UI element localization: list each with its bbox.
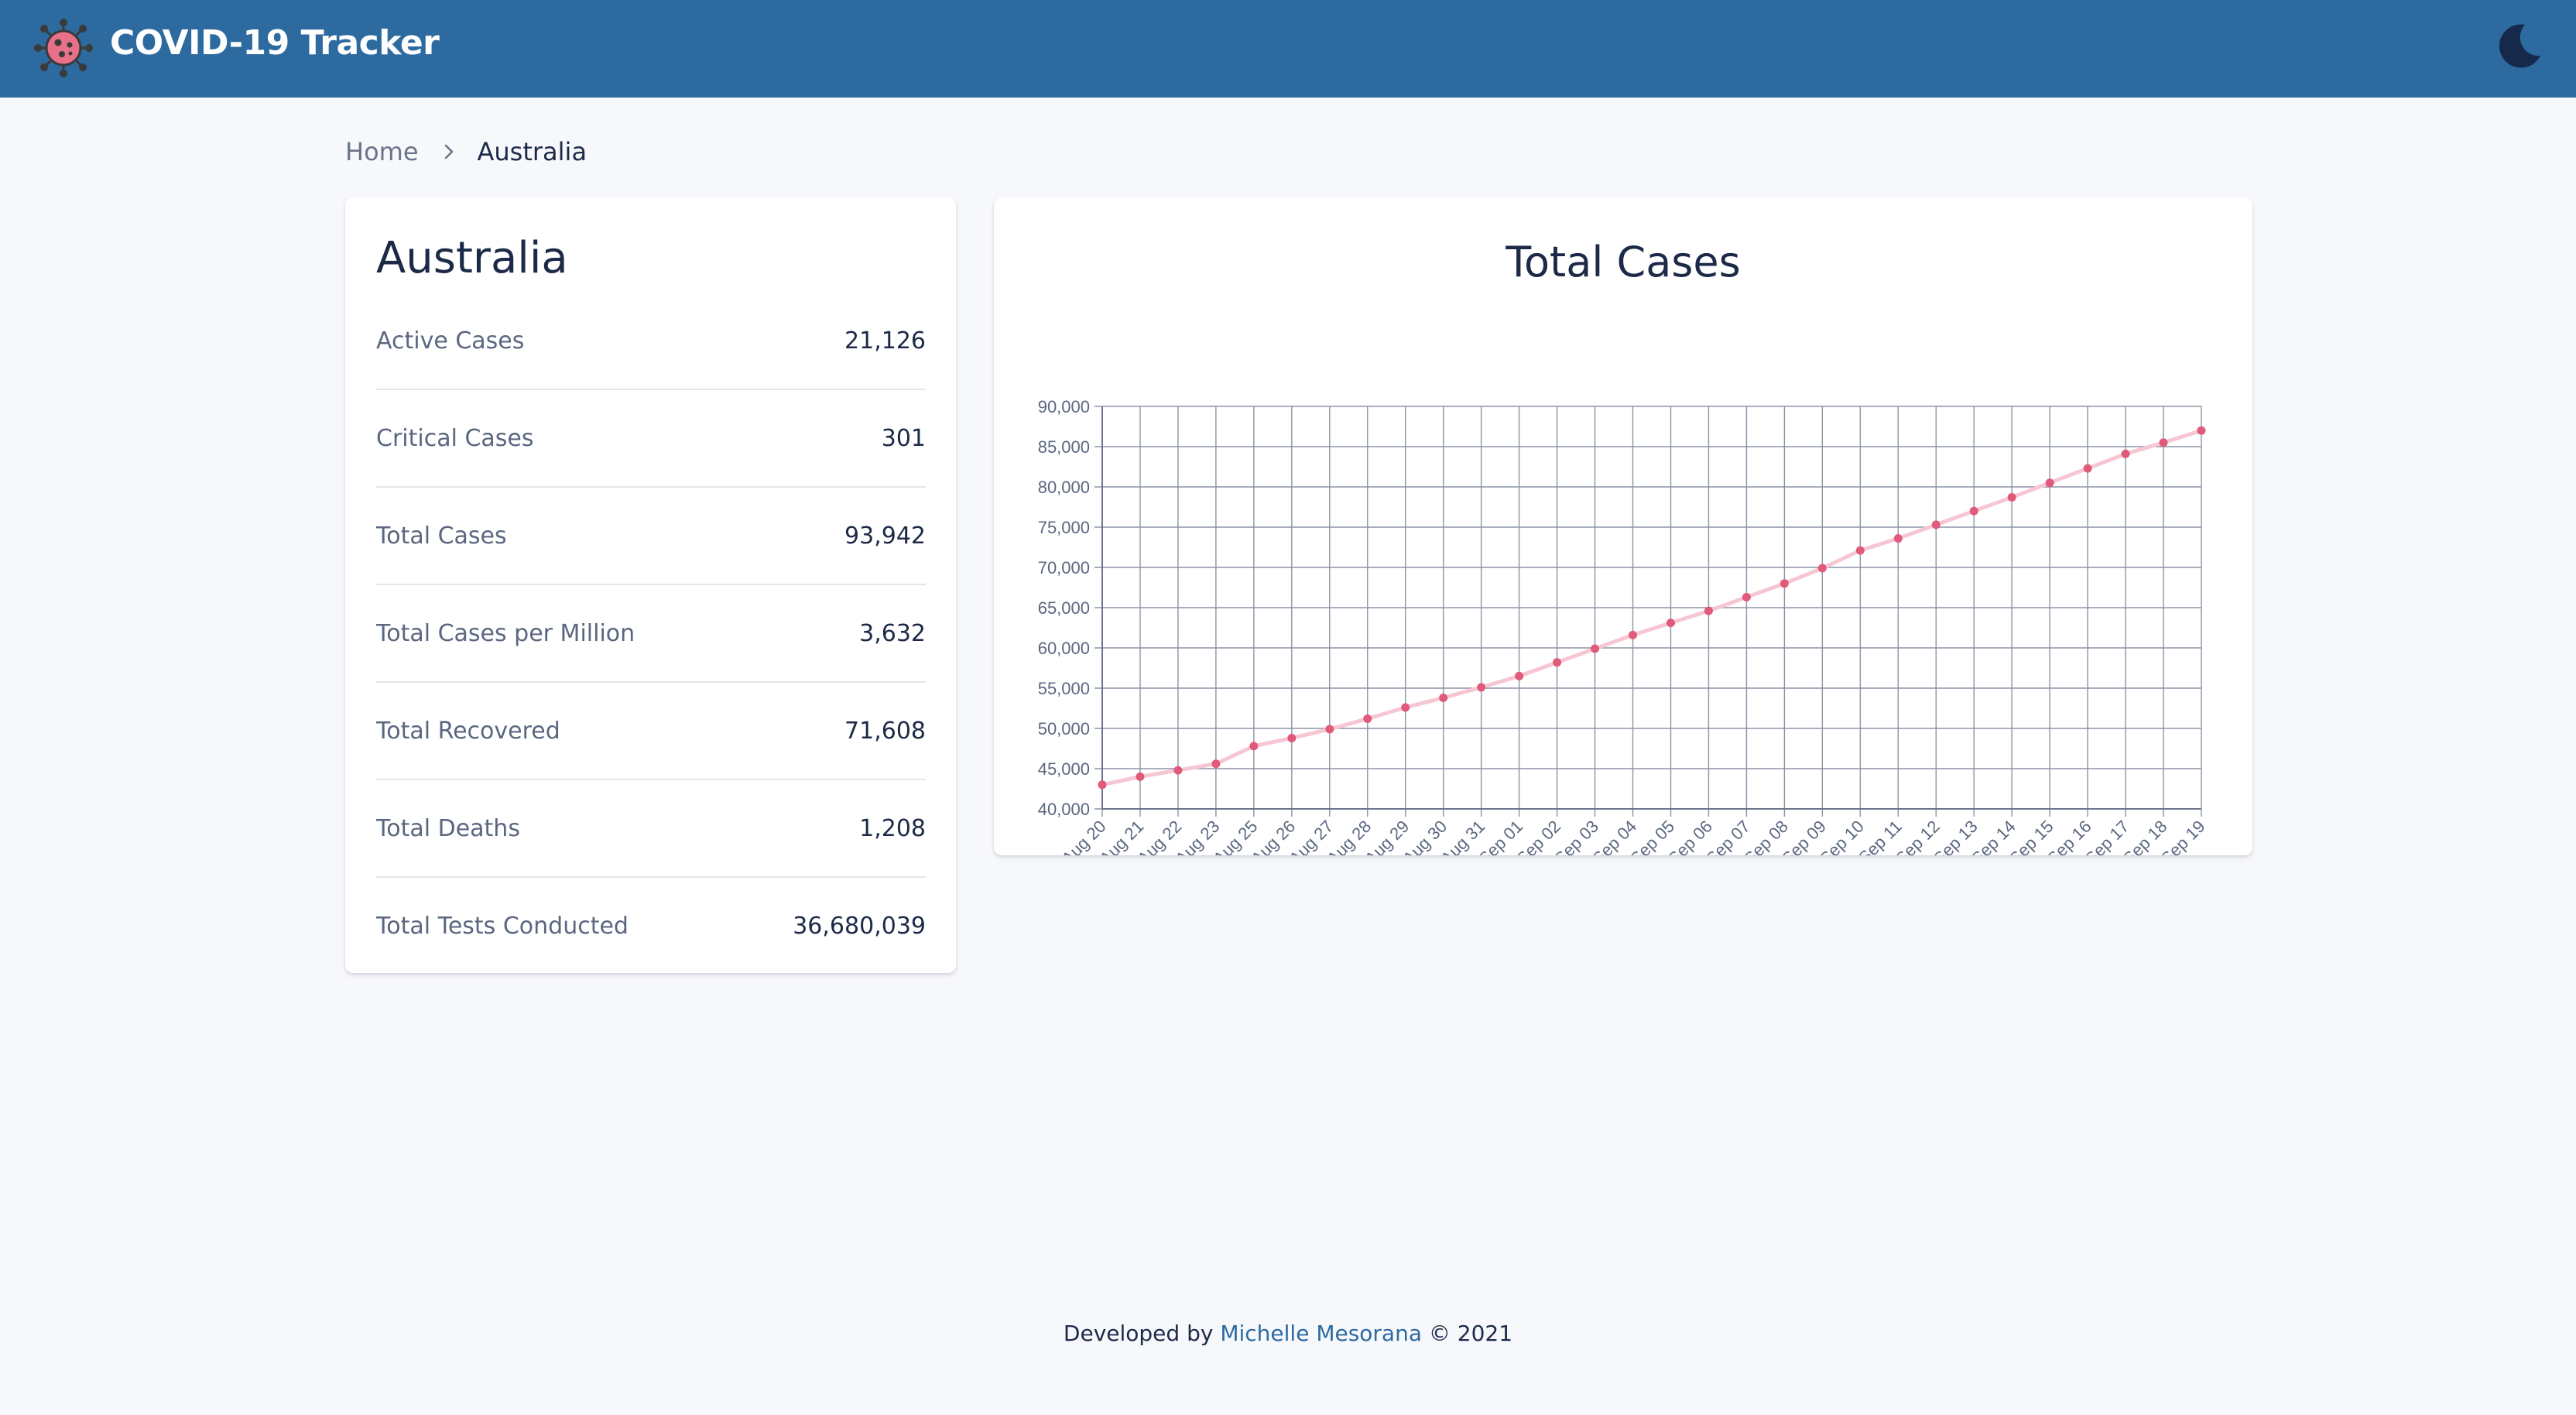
- stat-row-total-cases: Total Cases 93,942: [376, 487, 926, 584]
- stat-label: Active Cases: [376, 327, 525, 355]
- author-link[interactable]: Michelle Mesorana: [1220, 1321, 1422, 1346]
- stat-label: Critical Cases: [376, 424, 534, 452]
- data-point: [1287, 733, 1297, 742]
- stat-value: 1,208: [859, 814, 926, 842]
- stat-value: 3,632: [859, 619, 926, 647]
- data-point: [1173, 766, 1183, 775]
- total-cases-chart-card: Total Cases 40,000 45,000 50,000 55,000 60,0…: [994, 197, 2252, 855]
- footer-prefix: Developed by: [1063, 1321, 1214, 1346]
- stat-row-total-deaths: Total Deaths 1,208: [376, 779, 926, 877]
- data-point: [1515, 671, 1524, 680]
- breadcrumb-home-link[interactable]: Home: [345, 137, 419, 166]
- y-tick-label: 60,000: [1038, 639, 1090, 658]
- y-tick-label: 45,000: [1038, 759, 1090, 779]
- chevron-right-icon: [444, 144, 453, 159]
- app-title[interactable]: COVID-19 Tracker: [110, 23, 440, 63]
- stat-value: 301: [881, 424, 926, 452]
- data-point: [2007, 493, 2016, 502]
- top-app-bar: COVID-19 Tracker: [0, 0, 2576, 98]
- data-point: [1817, 564, 1827, 573]
- y-tick-label: 85,000: [1038, 437, 1090, 457]
- data-point: [1629, 630, 1638, 639]
- data-point: [1439, 693, 1448, 702]
- y-tick-label: 70,000: [1038, 558, 1090, 577]
- total-cases-line-chart: 40,000 45,000 50,000 55,000 60,000 65,000 70,0…: [1038, 397, 2209, 855]
- series-line: [1100, 428, 2204, 787]
- y-tick-label: 90,000: [1038, 397, 1090, 416]
- data-point: [1591, 644, 1600, 653]
- y-tick-label: 55,000: [1038, 679, 1090, 698]
- data-point: [1401, 703, 1410, 712]
- stat-value: 93,942: [844, 522, 926, 550]
- data-point: [2121, 449, 2130, 458]
- data-point: [1780, 579, 1789, 588]
- stat-label: Total Cases per Million: [376, 619, 635, 647]
- stat-row-active-cases: Active Cases 21,126: [376, 292, 926, 389]
- country-title: Australia: [376, 233, 568, 283]
- data-point: [2083, 464, 2092, 473]
- stat-value: 21,126: [844, 327, 926, 355]
- footer-suffix: © 2021: [1428, 1321, 1513, 1346]
- stat-value: 36,680,039: [793, 912, 926, 940]
- stat-value: 71,608: [844, 717, 926, 745]
- stat-row-total-recovered: Total Recovered 71,608: [376, 682, 926, 779]
- country-stats-card: Australia Active Cases 21,126 Critical C…: [345, 197, 956, 973]
- moon-icon[interactable]: [2494, 20, 2545, 71]
- data-point: [1098, 780, 1107, 790]
- stat-row-total-tests: Total Tests Conducted 36,680,039: [376, 877, 926, 975]
- divider: [376, 584, 926, 585]
- data-point: [1855, 546, 1865, 555]
- stat-row-critical-cases: Critical Cases 301: [376, 389, 926, 487]
- data-point: [1363, 714, 1372, 724]
- data-point: [2159, 438, 2168, 447]
- y-tick-label: 40,000: [1038, 800, 1090, 819]
- data-point: [2197, 426, 2206, 435]
- divider: [376, 681, 926, 683]
- data-point: [1969, 506, 1978, 516]
- y-tick-label: 50,000: [1038, 719, 1090, 738]
- footer: Developed by Michelle Mesorana © 2021: [0, 1321, 2576, 1346]
- divider: [376, 779, 926, 780]
- data-point: [1704, 606, 1713, 615]
- data-point: [1893, 534, 1903, 543]
- divider: [376, 876, 926, 878]
- data-point: [1136, 772, 1145, 781]
- divider: [376, 486, 926, 488]
- data-point: [1666, 618, 1675, 628]
- y-tick-label: 80,000: [1038, 478, 1090, 497]
- data-point: [1553, 658, 1562, 667]
- y-tick-label: 75,000: [1038, 518, 1090, 537]
- chart-title: Total Cases: [1506, 238, 1741, 286]
- data-point: [1742, 592, 1751, 601]
- data-point: [1931, 520, 1941, 529]
- virus-icon: [34, 19, 93, 77]
- data-point: [2045, 478, 2054, 488]
- stat-label: Total Tests Conducted: [376, 912, 629, 940]
- divider: [376, 389, 926, 390]
- breadcrumb-current: Australia: [477, 137, 587, 166]
- breadcrumb: Home Australia: [345, 136, 587, 167]
- y-tick-label: 65,000: [1038, 598, 1090, 618]
- stat-row-total-cases-per-million: Total Cases per Million 3,632: [376, 584, 926, 682]
- data-point: [1211, 759, 1221, 769]
- data-point: [1477, 683, 1486, 692]
- stat-label: Total Deaths: [376, 814, 520, 842]
- stat-label: Total Cases: [376, 522, 507, 550]
- data-point: [1325, 725, 1334, 734]
- data-point: [1249, 742, 1259, 751]
- stat-label: Total Recovered: [376, 717, 560, 745]
